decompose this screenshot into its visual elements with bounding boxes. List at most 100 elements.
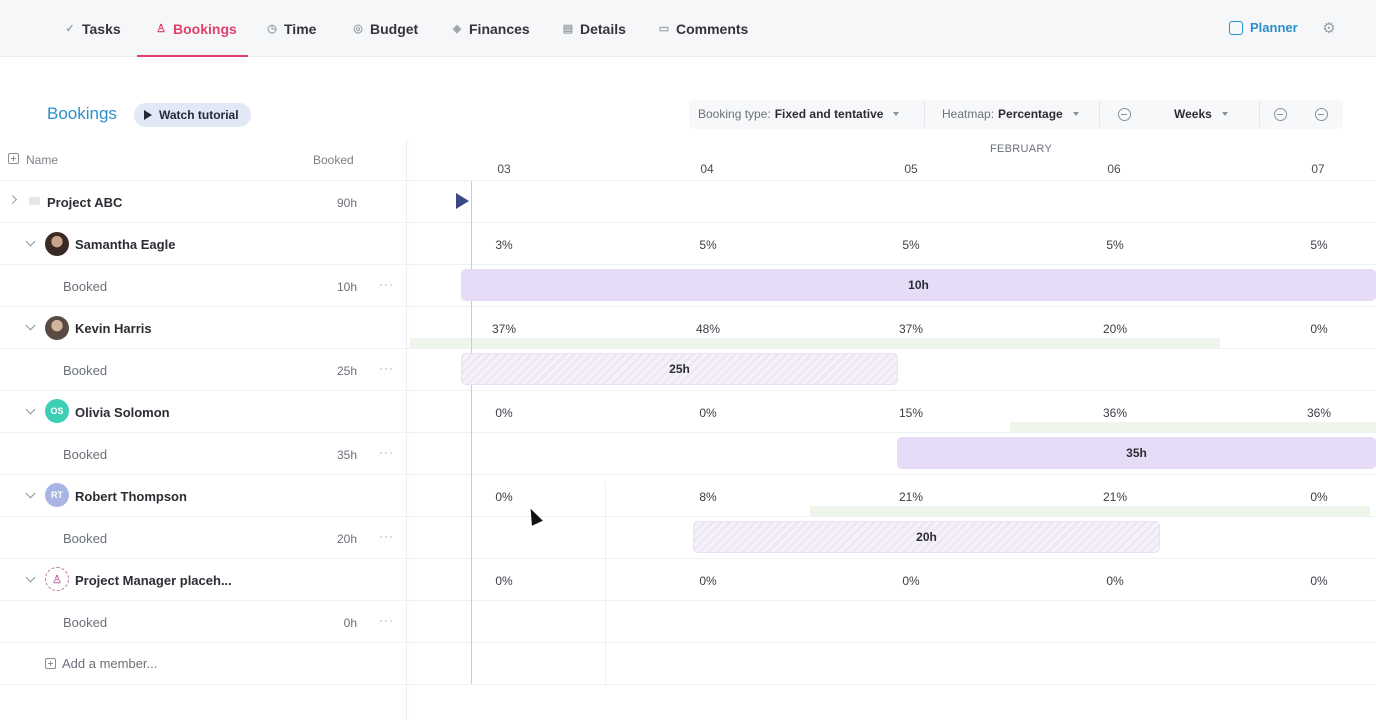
chevron-down-icon[interactable] xyxy=(25,572,36,583)
member-name[interactable]: Olivia Solomon xyxy=(75,405,170,420)
heatmap-select[interactable]: Heatmap: Percentage xyxy=(942,107,1079,121)
tab-time[interactable]: ◷ Time xyxy=(266,0,316,57)
active-tab-underline xyxy=(137,55,248,57)
zoom-fit-icon[interactable] xyxy=(1315,108,1328,121)
grid-line xyxy=(0,222,1376,223)
booking-type-select[interactable]: Booking type: Fixed and tentative xyxy=(698,107,900,121)
tab-label: Tasks xyxy=(82,20,121,37)
grid-line xyxy=(0,390,1376,391)
member-name[interactable]: Robert Thompson xyxy=(75,489,187,504)
heat-percent: 21% xyxy=(898,490,924,504)
more-options-icon[interactable]: ··· xyxy=(379,529,394,543)
expand-icon[interactable] xyxy=(8,195,17,204)
month-label: FEBRUARY xyxy=(990,143,1053,155)
booked-hours: 35h xyxy=(336,448,357,462)
tab-label: Bookings xyxy=(173,20,237,37)
week-label: 03 xyxy=(497,162,511,176)
tab-finances[interactable]: ◈ Finances xyxy=(451,0,530,57)
zoom-in-icon[interactable] xyxy=(1274,108,1287,121)
gear-icon[interactable]: ⚙ xyxy=(1322,20,1336,37)
tab-details[interactable]: ▤ Details xyxy=(562,0,626,57)
member-name[interactable]: Project Manager placeh... xyxy=(75,573,232,588)
planner-link[interactable]: Planner xyxy=(1229,20,1298,35)
document-icon: ▤ xyxy=(562,22,574,35)
coins-icon: ◎ xyxy=(353,22,363,35)
grid-line xyxy=(0,474,1376,475)
bar-label: 35h xyxy=(1126,446,1147,460)
grid-line xyxy=(0,264,1376,265)
chevron-down-icon[interactable] xyxy=(25,404,36,415)
tab-bookings[interactable]: ♙ Bookings xyxy=(155,0,237,57)
booked-hours: 25h xyxy=(336,364,357,378)
project-hours: 90h xyxy=(336,196,357,210)
timeline-divider xyxy=(406,140,407,720)
grid-line xyxy=(0,348,1376,349)
week-label: 05 xyxy=(904,162,918,176)
scale-select[interactable]: Weeks xyxy=(1174,107,1228,121)
add-icon xyxy=(45,658,56,669)
chevron-down-icon[interactable] xyxy=(25,236,36,247)
tab-label: Details xyxy=(580,20,626,37)
grid-line xyxy=(0,642,1376,643)
watch-tutorial-button[interactable]: Watch tutorial xyxy=(134,103,251,127)
add-member-label: Add a member... xyxy=(62,656,158,671)
booking-type-value: Fixed and tentative xyxy=(774,107,884,121)
add-column-icon[interactable] xyxy=(8,153,19,164)
heat-percent: 0% xyxy=(1310,322,1328,336)
comment-icon: ▭ xyxy=(658,22,670,35)
controls-bar xyxy=(689,100,1343,129)
week-label: 06 xyxy=(1107,162,1121,176)
booking-bar[interactable]: 35h xyxy=(897,437,1376,469)
grid-line xyxy=(0,180,1376,181)
heat-percent: 0% xyxy=(495,490,513,504)
heat-percent: 0% xyxy=(495,406,513,420)
chevron-down-icon[interactable] xyxy=(25,320,36,331)
column-booked: Booked xyxy=(313,153,354,167)
booked-hours: 0h xyxy=(343,616,357,630)
booked-hours: 10h xyxy=(336,280,357,294)
play-icon xyxy=(144,110,152,120)
top-tab-bar xyxy=(0,0,1376,57)
booking-bar[interactable]: 10h xyxy=(461,269,1376,301)
grid-line xyxy=(0,432,1376,433)
member-name[interactable]: Samantha Eagle xyxy=(75,237,176,252)
heat-percent: 36% xyxy=(1102,406,1128,420)
add-member-button[interactable]: Add a member... xyxy=(45,656,157,671)
heat-percent: 37% xyxy=(491,322,517,336)
heat-percent: 37% xyxy=(898,322,924,336)
heatmap-strip xyxy=(1010,422,1376,432)
week-label: 04 xyxy=(700,162,714,176)
more-options-icon[interactable]: ··· xyxy=(379,277,394,291)
project-name: Project ABC xyxy=(47,195,123,210)
divider xyxy=(1259,102,1260,127)
heat-percent: 48% xyxy=(695,322,721,336)
tab-label: Comments xyxy=(676,20,749,37)
heatmap-strip xyxy=(810,506,1370,516)
more-options-icon[interactable]: ··· xyxy=(379,361,394,375)
person-icon: ♙ xyxy=(156,22,166,35)
booked-hours: 20h xyxy=(336,532,357,546)
member-name[interactable]: Kevin Harris xyxy=(75,321,152,336)
avatar: RT xyxy=(45,483,69,507)
booking-bar[interactable]: 25h xyxy=(461,353,898,385)
grid-line xyxy=(0,306,1376,307)
today-line xyxy=(471,181,472,684)
heat-percent: 5% xyxy=(902,238,920,252)
more-options-icon[interactable]: ··· xyxy=(379,613,394,627)
bar-label: 10h xyxy=(908,278,929,292)
grid-line xyxy=(0,600,1376,601)
tab-budget[interactable]: ◎ Budget xyxy=(352,0,418,57)
chevron-down-icon[interactable] xyxy=(25,488,36,499)
booking-bar[interactable]: 20h xyxy=(693,521,1160,553)
avatar xyxy=(45,316,69,340)
heat-percent: 8% xyxy=(699,490,717,504)
tab-label: Finances xyxy=(469,20,530,37)
tab-comments[interactable]: ▭ Comments xyxy=(658,0,749,57)
tab-label: Time xyxy=(284,20,317,37)
zoom-out-icon[interactable] xyxy=(1118,108,1131,121)
today-marker-icon[interactable] xyxy=(456,193,469,209)
planner-label: Planner xyxy=(1250,20,1298,35)
more-options-icon[interactable]: ··· xyxy=(379,445,394,459)
heat-percent: 0% xyxy=(1310,490,1328,504)
tab-tasks[interactable]: ✓ Tasks xyxy=(64,0,121,57)
